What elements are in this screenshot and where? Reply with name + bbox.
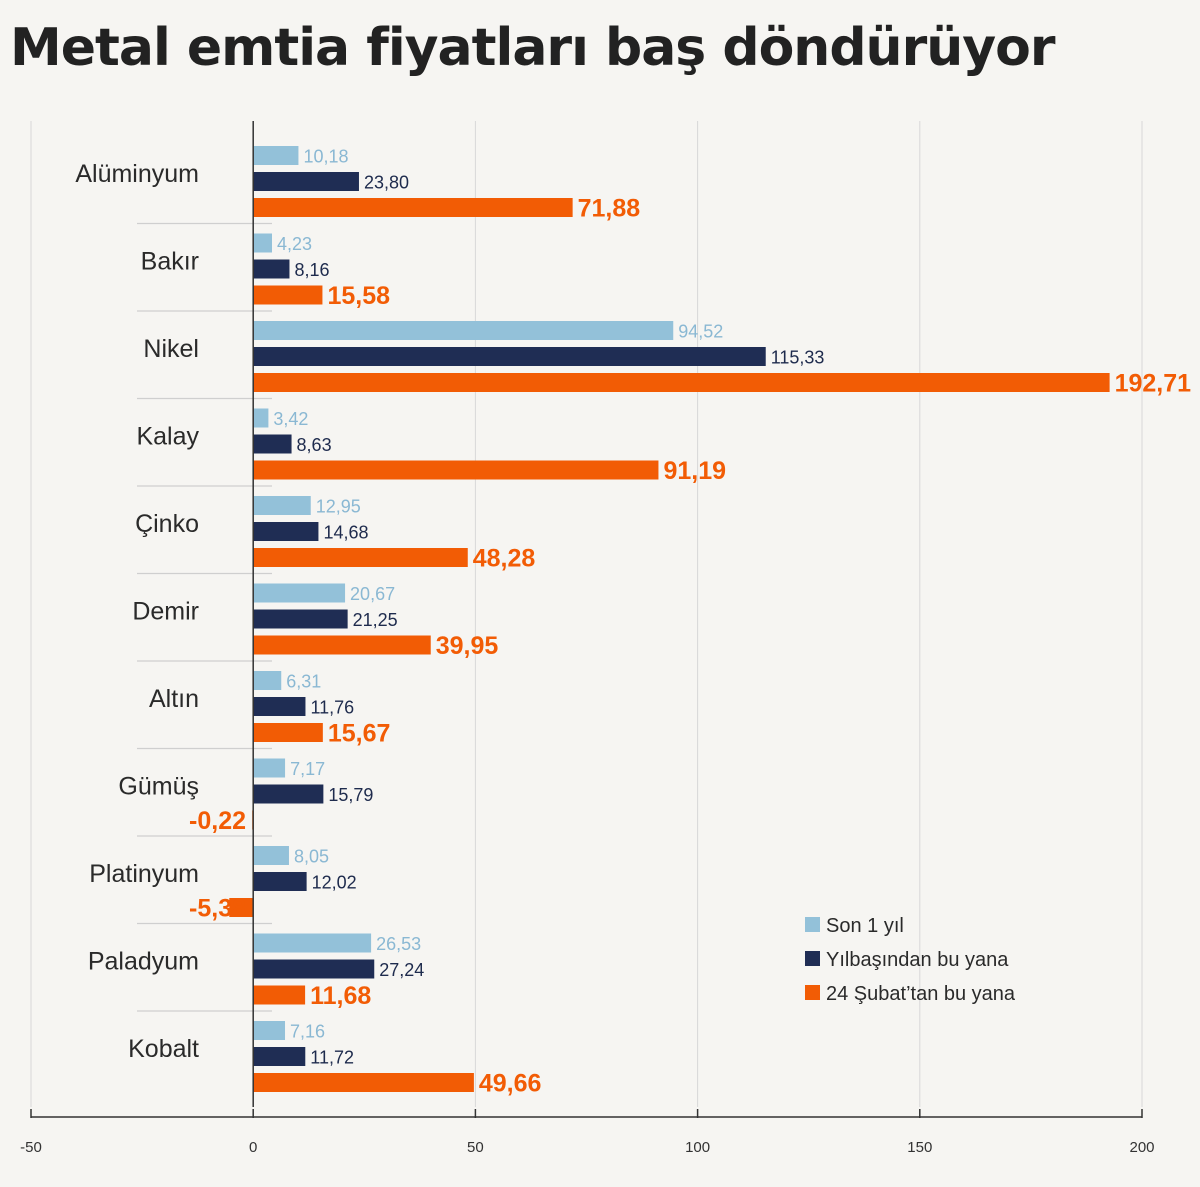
bar-3 — [253, 373, 1110, 392]
category-label: Demir — [132, 598, 199, 626]
legend-label: Son 1 yıl — [826, 915, 904, 937]
category-label: Bakır — [141, 248, 199, 276]
category-label: Platinyum — [89, 860, 199, 888]
data-label: 8,05 — [294, 847, 329, 867]
x-tick-label: 50 — [467, 1139, 484, 1156]
bar-3 — [253, 723, 323, 742]
legend-label: Yılbaşından bu yana — [826, 949, 1009, 971]
bar-2 — [253, 872, 307, 891]
bar-2 — [253, 784, 324, 804]
data-label: 8,63 — [297, 435, 332, 455]
bar-2 — [253, 172, 359, 191]
bar-3 — [229, 898, 254, 917]
data-label: 7,17 — [290, 759, 325, 779]
bar-1 — [253, 321, 674, 340]
data-label: 26,53 — [376, 934, 421, 954]
data-label: 15,67 — [328, 720, 391, 748]
x-tick-label: 200 — [1129, 1139, 1154, 1156]
category-label: Gümüş — [118, 773, 199, 801]
category-label: Paladyum — [88, 948, 199, 976]
bar-3 — [253, 460, 659, 480]
bar-2 — [253, 434, 292, 454]
chart-title: Metal emtia fiyatları baş döndürüyor — [10, 18, 1055, 78]
bar-1 — [253, 671, 282, 690]
legend-swatch — [805, 985, 820, 1000]
data-label: 14,68 — [323, 523, 368, 543]
category-label: Altın — [149, 685, 199, 713]
data-label: 11,68 — [310, 982, 371, 1010]
data-label: 8,16 — [294, 260, 329, 280]
data-label: 10,18 — [303, 147, 348, 167]
bar-2 — [253, 959, 375, 979]
bar-2 — [253, 1047, 306, 1066]
bar-2 — [253, 522, 319, 541]
bar-2 — [253, 609, 348, 629]
bar-2 — [253, 697, 306, 716]
category-label: Kobalt — [128, 1035, 199, 1063]
bar-3 — [253, 1073, 474, 1092]
x-tick-label: 150 — [907, 1139, 932, 1156]
bar-1 — [253, 408, 269, 428]
x-tick-label: 100 — [685, 1139, 710, 1156]
bar-1 — [253, 583, 346, 603]
bar-3 — [253, 198, 573, 217]
data-label: 15,58 — [327, 282, 390, 310]
data-label: 91,19 — [663, 457, 726, 485]
legend-label: 24 Şubat’tan bu yana — [826, 983, 1016, 1005]
data-label: 94,52 — [678, 322, 723, 342]
data-label: 6,31 — [286, 672, 321, 692]
data-label: 3,42 — [273, 409, 308, 429]
bar-1 — [253, 758, 286, 778]
bar-1 — [253, 846, 289, 865]
category-label: Kalay — [136, 423, 199, 451]
category-label: Alüminyum — [75, 160, 199, 188]
data-label: 12,95 — [316, 497, 361, 517]
data-label: 21,25 — [353, 610, 398, 630]
legend-swatch — [805, 951, 820, 966]
data-label: 11,72 — [310, 1048, 354, 1068]
category-label: Çinko — [135, 510, 199, 538]
data-label: 27,24 — [379, 960, 424, 980]
data-label: 71,88 — [578, 195, 641, 223]
bar-2 — [253, 347, 766, 366]
legend-swatch — [805, 917, 820, 932]
data-label: 48,28 — [473, 545, 536, 573]
category-label: Nikel — [143, 335, 199, 363]
data-label: -0,22 — [189, 807, 246, 835]
bar-2 — [253, 259, 290, 279]
bar-1 — [253, 496, 311, 515]
data-label: 20,67 — [350, 584, 395, 604]
data-label: 12,02 — [312, 873, 357, 893]
data-label: 115,33 — [771, 348, 825, 368]
bar-3 — [253, 985, 306, 1005]
data-label: 11,76 — [310, 698, 354, 718]
bar-1 — [253, 1021, 286, 1040]
data-label: 15,79 — [328, 785, 373, 805]
data-label: 4,23 — [277, 234, 312, 254]
data-label: 7,16 — [290, 1022, 325, 1042]
data-label: 23,80 — [364, 173, 409, 193]
data-label: 192,71 — [1115, 370, 1192, 398]
x-tick-label: -50 — [20, 1139, 42, 1156]
bar-1 — [253, 233, 272, 253]
bar-1 — [253, 933, 372, 953]
data-label: 49,66 — [479, 1070, 542, 1098]
bar-1 — [253, 146, 299, 165]
bar-3 — [253, 285, 323, 305]
bar-3 — [253, 548, 468, 567]
data-label: -5,38 — [189, 895, 246, 923]
data-label: 39,95 — [436, 632, 499, 660]
bar-3 — [253, 635, 431, 655]
x-tick-label: 0 — [249, 1139, 257, 1156]
